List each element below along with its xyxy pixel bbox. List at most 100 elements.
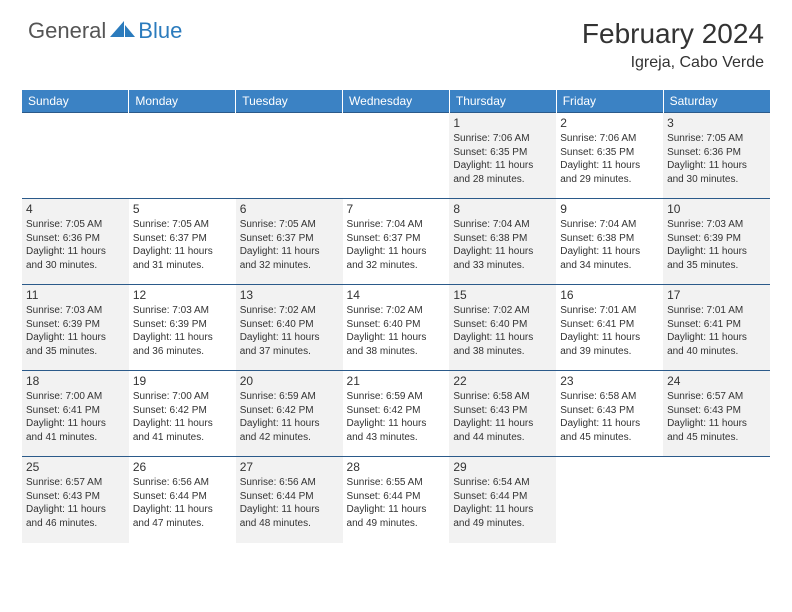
calendar-week-row: 18 Sunrise: 7:00 AMSunset: 6:41 PM Dayligh… xyxy=(22,371,770,457)
calendar-day-cell xyxy=(556,457,663,543)
sunset-line: Sunset: 6:42 PM xyxy=(133,404,232,418)
sunset-line: Sunset: 6:38 PM xyxy=(453,232,552,246)
sunrise-line: Sunrise: 7:06 AM xyxy=(453,132,552,146)
sunrise-line: Sunrise: 7:05 AM xyxy=(26,218,125,232)
day-number: 21 xyxy=(347,374,446,388)
calendar-day-cell xyxy=(129,113,236,199)
day-number: 27 xyxy=(240,460,339,474)
calendar-day-cell: 17Sunrise: 7:01 AMSunset: 6:41 PMDayligh… xyxy=(663,285,770,371)
sunrise-line: Sunrise: 7:04 AM xyxy=(453,218,552,232)
calendar-day-cell: 2Sunrise: 7:06 AMSunset: 6:35 PMDaylight… xyxy=(556,113,663,199)
daylight-line: Daylight: 11 hours and 43 minutes. xyxy=(347,417,446,444)
sunset-line: Sunset: 6:42 PM xyxy=(240,404,339,418)
calendar-day-cell: 18Sunrise: 7:00 AMSunset: 6:41 PMDayligh… xyxy=(22,371,129,457)
day-number: 28 xyxy=(347,460,446,474)
sunrise-line: Sunrise: 7:03 AM xyxy=(133,304,232,318)
logo: General Blue xyxy=(28,18,182,44)
sunset-line: Sunset: 6:40 PM xyxy=(240,318,339,332)
daylight-line: Daylight: 11 hours and 47 minutes. xyxy=(133,503,232,530)
day-number: 19 xyxy=(133,374,232,388)
sunrise-line: Sunrise: 7:02 AM xyxy=(453,304,552,318)
calendar-day-cell: 14Sunrise: 7:02 AMSunset: 6:40 PMDayligh… xyxy=(343,285,450,371)
calendar-week-row: 25Sunrise: 6:57 AMSunset: 6:43 PMDayligh… xyxy=(22,457,770,543)
weekday-header: Wednesday xyxy=(343,90,450,113)
sunrise-line: Sunrise: 7:05 AM xyxy=(667,132,766,146)
calendar-day-cell: 22Sunrise: 6:58 AMSunset: 6:43 PMDayligh… xyxy=(449,371,556,457)
calendar-day-cell: 23Sunrise: 6:58 AMSunset: 6:43 PMDayligh… xyxy=(556,371,663,457)
calendar-day-cell: 11Sunrise: 7:03 AMSunset: 6:39 PMDayligh… xyxy=(22,285,129,371)
sunset-line: Sunset: 6:40 PM xyxy=(347,318,446,332)
daylight-line: Daylight: 11 hours and 49 minutes. xyxy=(347,503,446,530)
daylight-line: Daylight: 11 hours and 45 minutes. xyxy=(560,417,659,444)
sunset-line: Sunset: 6:35 PM xyxy=(453,146,552,160)
calendar-day-cell: 10Sunrise: 7:03 AMSunset: 6:39 PMDayligh… xyxy=(663,199,770,285)
daylight-line: Daylight: 11 hours and 49 minutes. xyxy=(453,503,552,530)
sunrise-line: Sunrise: 7:01 AM xyxy=(560,304,659,318)
sunrise-line: Sunrise: 7:00 AM xyxy=(26,390,125,404)
sunset-line: Sunset: 6:38 PM xyxy=(560,232,659,246)
calendar-day-cell: 13Sunrise: 7:02 AMSunset: 6:40 PMDayligh… xyxy=(236,285,343,371)
calendar-day-cell: 19Sunrise: 7:00 AMSunset: 6:42 PMDayligh… xyxy=(129,371,236,457)
daylight-line: Daylight: 11 hours and 38 minutes. xyxy=(453,331,552,358)
sunrise-line: Sunrise: 6:57 AM xyxy=(667,390,766,404)
day-number: 22 xyxy=(453,374,552,388)
sunrise-line: Sunrise: 6:58 AM xyxy=(560,390,659,404)
day-number: 7 xyxy=(347,202,446,216)
sunset-line: Sunset: 6:43 PM xyxy=(667,404,766,418)
day-number: 3 xyxy=(667,116,766,130)
daylight-line: Daylight: 11 hours and 33 minutes. xyxy=(453,245,552,272)
calendar-body: 1Sunrise: 7:06 AMSunset: 6:35 PMDaylight… xyxy=(22,113,770,543)
sunrise-line: Sunrise: 6:56 AM xyxy=(133,476,232,490)
day-number: 5 xyxy=(133,202,232,216)
sunrise-line: Sunrise: 6:56 AM xyxy=(240,476,339,490)
daylight-line: Daylight: 11 hours and 45 minutes. xyxy=(667,417,766,444)
daylight-line: Daylight: 11 hours and 46 minutes. xyxy=(26,503,125,530)
daylight-line: Daylight: 11 hours and 48 minutes. xyxy=(240,503,339,530)
title-block: February 2024 Igreja, Cabo Verde xyxy=(582,18,764,72)
day-number: 9 xyxy=(560,202,659,216)
daylight-line: Daylight: 11 hours and 32 minutes. xyxy=(240,245,339,272)
sunset-line: Sunset: 6:39 PM xyxy=(667,232,766,246)
sunset-line: Sunset: 6:39 PM xyxy=(26,318,125,332)
sunset-line: Sunset: 6:41 PM xyxy=(667,318,766,332)
day-number: 26 xyxy=(133,460,232,474)
sunset-line: Sunset: 6:37 PM xyxy=(133,232,232,246)
daylight-line: Daylight: 11 hours and 31 minutes. xyxy=(133,245,232,272)
sunrise-line: Sunrise: 6:58 AM xyxy=(453,390,552,404)
weekday-header: Monday xyxy=(129,90,236,113)
day-number: 10 xyxy=(667,202,766,216)
calendar-week-row: 11Sunrise: 7:03 AMSunset: 6:39 PMDayligh… xyxy=(22,285,770,371)
daylight-line: Daylight: 11 hours and 29 minutes. xyxy=(560,159,659,186)
daylight-line: Daylight: 11 hours and 44 minutes. xyxy=(453,417,552,444)
daylight-line: Daylight: 11 hours and 37 minutes. xyxy=(240,331,339,358)
weekday-header: Friday xyxy=(556,90,663,113)
calendar-day-cell: 3Sunrise: 7:05 AMSunset: 6:36 PMDaylight… xyxy=(663,113,770,199)
weekday-header: Saturday xyxy=(663,90,770,113)
daylight-line: Daylight: 11 hours and 39 minutes. xyxy=(560,331,659,358)
day-number: 6 xyxy=(240,202,339,216)
calendar-day-cell: 5Sunrise: 7:05 AMSunset: 6:37 PMDaylight… xyxy=(129,199,236,285)
location-label: Igreja, Cabo Verde xyxy=(582,54,764,72)
sunset-line: Sunset: 6:37 PM xyxy=(347,232,446,246)
daylight-line: Daylight: 11 hours and 38 minutes. xyxy=(347,331,446,358)
daylight-line: Daylight: 11 hours and 34 minutes. xyxy=(560,245,659,272)
daylight-line: Daylight: 11 hours and 36 minutes. xyxy=(133,331,232,358)
calendar-day-cell: 7Sunrise: 7:04 AMSunset: 6:37 PMDaylight… xyxy=(343,199,450,285)
day-number: 12 xyxy=(133,288,232,302)
calendar-table: Sunday Monday Tuesday Wednesday Thursday… xyxy=(22,90,770,543)
sunrise-line: Sunrise: 6:55 AM xyxy=(347,476,446,490)
sunset-line: Sunset: 6:43 PM xyxy=(26,490,125,504)
daylight-line: Daylight: 11 hours and 28 minutes. xyxy=(453,159,552,186)
sunset-line: Sunset: 6:39 PM xyxy=(133,318,232,332)
sunset-line: Sunset: 6:44 PM xyxy=(240,490,339,504)
sunset-line: Sunset: 6:41 PM xyxy=(26,404,125,418)
day-number: 18 xyxy=(26,374,125,388)
calendar-day-cell: 27 Sunrise: 6:56 AMSunset: 6:44 PMDayligh… xyxy=(236,457,343,543)
daylight-line: Daylight: 11 hours and 30 minutes. xyxy=(667,159,766,186)
sunset-line: Sunset: 6:43 PM xyxy=(560,404,659,418)
day-number: 25 xyxy=(26,460,125,474)
day-number: 8 xyxy=(453,202,552,216)
calendar-week-row: 1Sunrise: 7:06 AMSunset: 6:35 PMDaylight… xyxy=(22,113,770,199)
calendar-day-cell: 4Sunrise: 7:05 AMSunset: 6:36 PMDaylight… xyxy=(22,199,129,285)
calendar-week-row: 4Sunrise: 7:05 AMSunset: 6:36 PMDaylight… xyxy=(22,199,770,285)
